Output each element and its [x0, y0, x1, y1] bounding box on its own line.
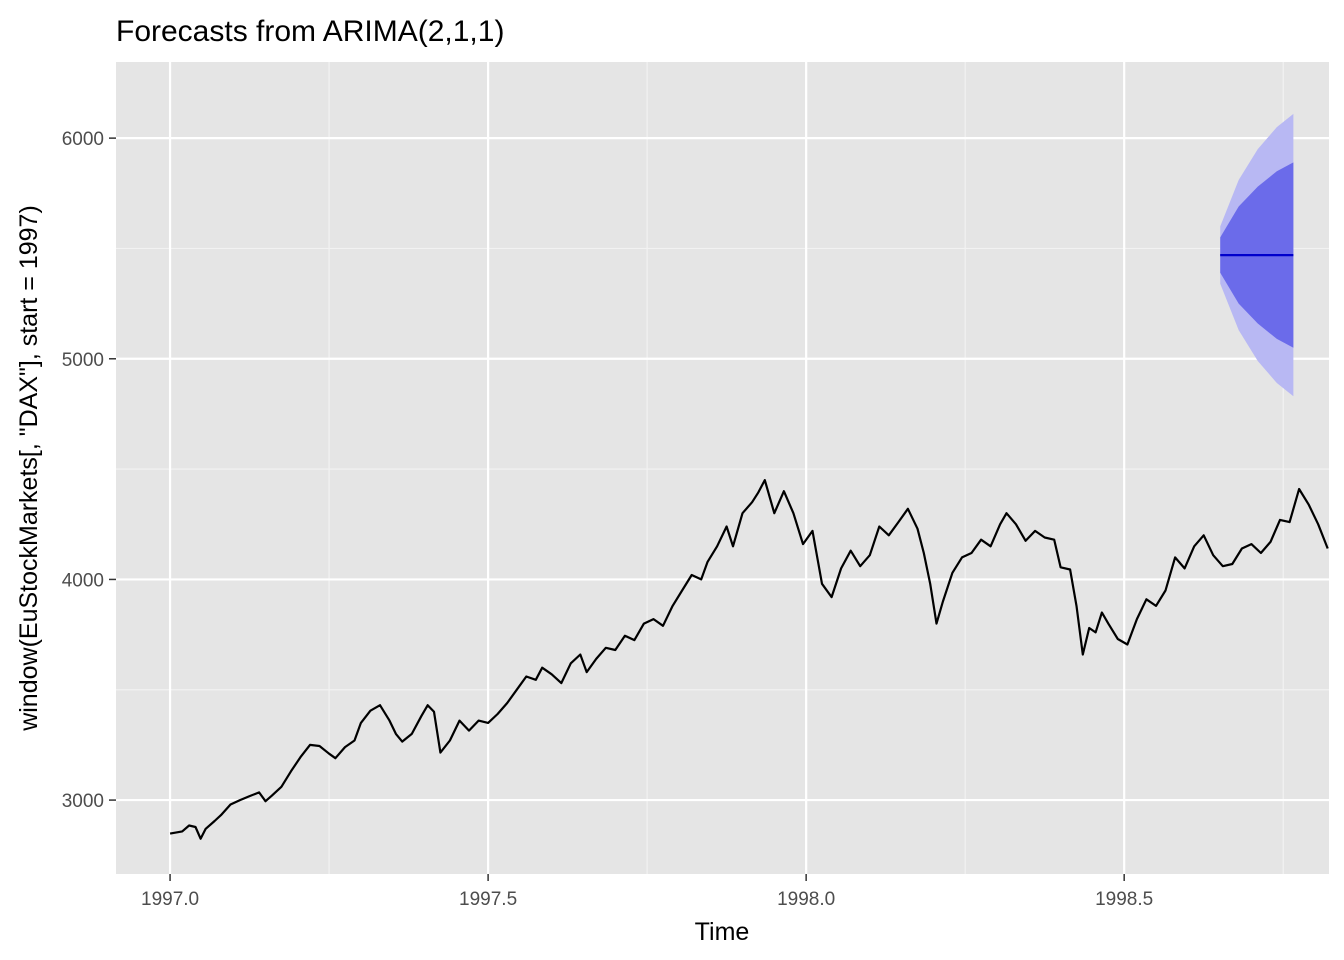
- y-tick-label: 6000: [62, 129, 104, 150]
- chart-title: Forecasts from ARIMA(2,1,1): [116, 15, 504, 48]
- x-tick-label: 1997.0: [141, 889, 199, 910]
- y-tick-label: 5000: [62, 350, 104, 371]
- grid-major: [116, 62, 1329, 874]
- x-axis-title: Time: [695, 918, 750, 946]
- series-line: [169, 479, 1329, 840]
- y-axis: 3000 4000 5000 6000: [62, 129, 116, 812]
- x-axis: 1997.0 1997.5 1998.0 1998.5: [141, 874, 1153, 910]
- plot-panel: [116, 62, 1329, 874]
- x-tick-label: 1998.5: [1095, 889, 1153, 910]
- observed-series: [169, 479, 1329, 840]
- x-tick-label: 1998.0: [777, 889, 835, 910]
- y-tick-label: 3000: [62, 791, 104, 812]
- x-tick-label: 1997.5: [459, 889, 517, 910]
- y-axis-title: window(EuStockMarkets[, "DAX"], start = …: [15, 205, 43, 732]
- y-tick-label: 4000: [62, 570, 104, 591]
